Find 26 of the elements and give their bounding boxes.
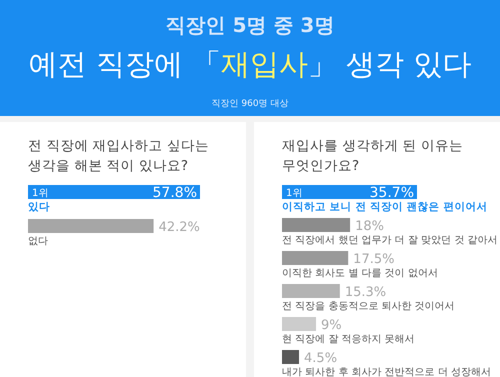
y-tick-label: 없다 bbox=[28, 236, 48, 247]
data-label: 4.5% bbox=[304, 351, 338, 366]
data-label: 17.5% bbox=[353, 252, 394, 267]
annotation: 1위 bbox=[286, 188, 302, 199]
y-tick-label: 이직하고 보니 전 직장이 괜찮은 편이어서 bbox=[282, 201, 488, 213]
y-tick-label: 현 직장에 잘 적응하지 못해서 bbox=[282, 334, 415, 345]
data-label: 9% bbox=[321, 318, 342, 333]
data-label: 18% bbox=[355, 219, 384, 234]
y-tick-label: 이직한 회사도 별 다를 것이 없어서 bbox=[282, 268, 438, 279]
bar bbox=[282, 251, 348, 265]
chart-title: 전 직장에 재입사하고 싶다는 생각을 해본 적이 있나요? bbox=[28, 138, 209, 174]
header: 직장인 5명 중 3명 예전 직장에 「재입사」 생각 있다 직장인 960명 대상 bbox=[0, 0, 500, 116]
y-tick-label: 내가 퇴사한 후 회사가 전반적으로 더 성장해서 bbox=[282, 367, 492, 377]
y-tick-label: 있다 bbox=[28, 201, 50, 213]
bar bbox=[282, 218, 350, 232]
annotation: 1위 bbox=[32, 188, 48, 199]
bar bbox=[282, 317, 316, 331]
data-label: 15.3% bbox=[344, 285, 386, 300]
data-label: 57.8% bbox=[152, 185, 197, 201]
y-tick-label: 전 직장을 충동적으로 퇴사한 것이어서 bbox=[282, 301, 455, 312]
bar bbox=[282, 350, 300, 364]
chart-title: 재입사를 생각하게 된 이유는 무엇인가요? bbox=[282, 138, 463, 174]
data-label: 35.7% bbox=[370, 185, 414, 201]
data-label: 42.2% bbox=[158, 220, 200, 235]
y-tick-label: 전 직장에서 했던 업무가 더 잘 맞았던 것 같아서 bbox=[282, 235, 498, 246]
bar bbox=[282, 284, 340, 298]
